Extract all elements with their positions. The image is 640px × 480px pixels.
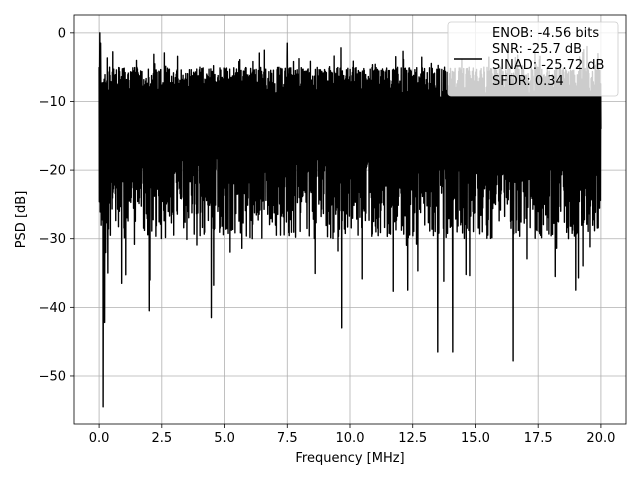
y-tick-label: −30 (39, 232, 66, 247)
y-tick-label: 0 (58, 26, 66, 41)
x-tick-label: 20.0 (586, 431, 615, 446)
x-tick-label: 0.0 (89, 431, 110, 446)
legend-box (447, 21, 619, 97)
x-tick-label: 17.5 (524, 431, 553, 446)
series-line-psd (98, 32, 602, 408)
y-tick-label: −40 (39, 301, 66, 316)
legend-entry-enob: ENOB: -4.56 bits (492, 26, 599, 41)
y-tick-label: −20 (39, 164, 66, 179)
plot-area (98, 32, 602, 408)
x-tick-label: 7.5 (277, 431, 298, 446)
legend-entry-snr: SNR: -25.7 dB (492, 42, 582, 57)
y-axis-ticks: 0 −10 −20 −30 −40 −50 (39, 26, 74, 384)
x-tick-label: 5.0 (214, 431, 235, 446)
x-axis-ticks: 0.0 2.5 5.0 7.5 10.0 12.5 15.0 17.5 20.0 (89, 424, 615, 446)
x-tick-label: 2.5 (151, 431, 172, 446)
legend-entry-sfdr: SFDR: 0.34 (492, 74, 564, 89)
y-tick-label: −10 (39, 95, 66, 110)
legend-entry-sinad: SINAD: -25.72 dB (492, 58, 604, 73)
legend: ENOB: -4.56 bits SNR: -25.7 dB SINAD: -2… (447, 21, 619, 97)
x-tick-label: 15.0 (461, 431, 490, 446)
y-tick-label: −50 (39, 369, 66, 384)
y-axis-label: PSD [dB] (14, 191, 29, 249)
x-tick-label: 12.5 (398, 431, 427, 446)
x-axis-label: Frequency [MHz] (295, 451, 404, 466)
x-tick-label: 10.0 (336, 431, 365, 446)
